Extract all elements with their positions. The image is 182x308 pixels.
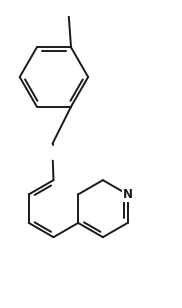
Text: N: N [123,188,132,201]
